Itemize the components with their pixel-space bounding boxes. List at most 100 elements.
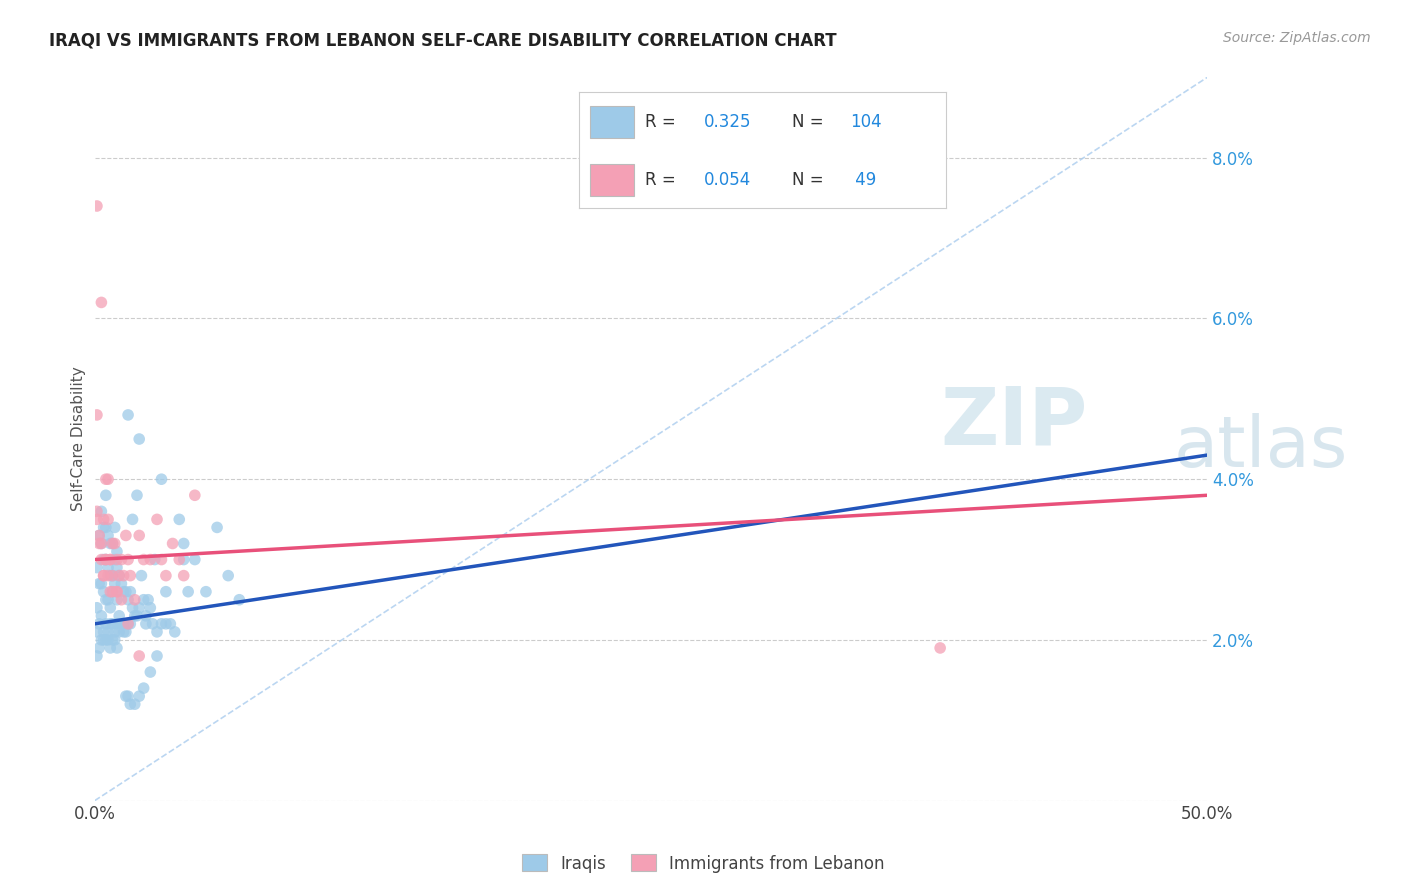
Point	[112, 624, 135, 639]
Point	[125, 488, 148, 502]
Point	[93, 624, 115, 639]
Point	[104, 624, 127, 639]
Point	[115, 584, 138, 599]
Point	[150, 616, 173, 631]
Point	[155, 616, 177, 631]
Text: Source: ZipAtlas.com: Source: ZipAtlas.com	[1223, 31, 1371, 45]
Point	[97, 592, 120, 607]
Point	[89, 640, 111, 655]
Point	[120, 697, 142, 711]
Point	[86, 512, 108, 526]
Point	[115, 528, 138, 542]
Point	[205, 520, 228, 534]
Point	[101, 632, 124, 647]
Point	[98, 568, 121, 582]
Point	[120, 568, 142, 582]
Point	[117, 408, 139, 422]
Point	[128, 648, 150, 663]
Point	[194, 584, 217, 599]
Point	[117, 616, 139, 631]
Point	[173, 552, 195, 566]
Point	[121, 512, 143, 526]
Point	[117, 592, 139, 607]
Point	[93, 584, 115, 599]
Point	[105, 544, 128, 558]
Point	[115, 624, 138, 639]
Point	[108, 568, 131, 582]
Point	[86, 199, 108, 213]
Point	[105, 560, 128, 574]
Point	[110, 552, 132, 566]
Point	[90, 608, 112, 623]
Point	[104, 536, 127, 550]
Point	[93, 568, 115, 582]
Point	[93, 568, 115, 582]
Point	[150, 552, 173, 566]
Point	[94, 552, 117, 566]
Point	[105, 552, 128, 566]
Point	[89, 536, 111, 550]
Point	[97, 560, 120, 574]
Point	[162, 536, 184, 550]
Point	[97, 632, 120, 647]
Point	[108, 568, 131, 582]
Point	[98, 552, 121, 566]
Point	[86, 504, 108, 518]
Point	[125, 608, 148, 623]
Point	[94, 632, 117, 647]
Point	[136, 592, 159, 607]
Point	[105, 584, 128, 599]
Point	[110, 576, 132, 591]
Point	[139, 600, 162, 615]
Point	[89, 616, 111, 631]
Point	[105, 616, 128, 631]
Point	[86, 624, 108, 639]
Text: atlas: atlas	[1174, 413, 1348, 482]
Point	[94, 616, 117, 631]
Point	[89, 528, 111, 542]
Point	[159, 616, 181, 631]
Point	[90, 576, 112, 591]
Point	[86, 648, 108, 663]
Point	[108, 624, 131, 639]
Point	[167, 552, 190, 566]
Point	[128, 528, 150, 542]
Point	[90, 552, 112, 566]
Point	[146, 512, 169, 526]
Point	[128, 432, 150, 446]
Point	[90, 536, 112, 550]
Point	[101, 536, 124, 550]
Point	[90, 295, 112, 310]
Point	[104, 632, 127, 647]
Point	[139, 552, 162, 566]
Point	[112, 616, 135, 631]
Point	[117, 616, 139, 631]
Point	[132, 592, 155, 607]
Point	[93, 632, 115, 647]
Point	[98, 536, 121, 550]
Point	[128, 689, 150, 703]
Y-axis label: Self-Care Disability: Self-Care Disability	[72, 367, 86, 511]
Point	[132, 681, 155, 695]
Point	[184, 552, 207, 566]
Point	[98, 600, 121, 615]
Point	[104, 576, 127, 591]
Point	[105, 584, 128, 599]
Point	[97, 568, 120, 582]
Text: ZIP: ZIP	[941, 384, 1087, 462]
Point	[90, 504, 112, 518]
Point	[101, 568, 124, 582]
Point	[117, 689, 139, 703]
Point	[217, 568, 239, 582]
Point	[86, 560, 108, 574]
Point	[94, 592, 117, 607]
Point	[108, 608, 131, 623]
Point	[97, 512, 120, 526]
Point	[167, 512, 190, 526]
Point	[94, 520, 117, 534]
Point	[135, 608, 157, 623]
Point	[177, 584, 200, 599]
Point	[89, 576, 111, 591]
Point	[155, 584, 177, 599]
Point	[228, 592, 250, 607]
